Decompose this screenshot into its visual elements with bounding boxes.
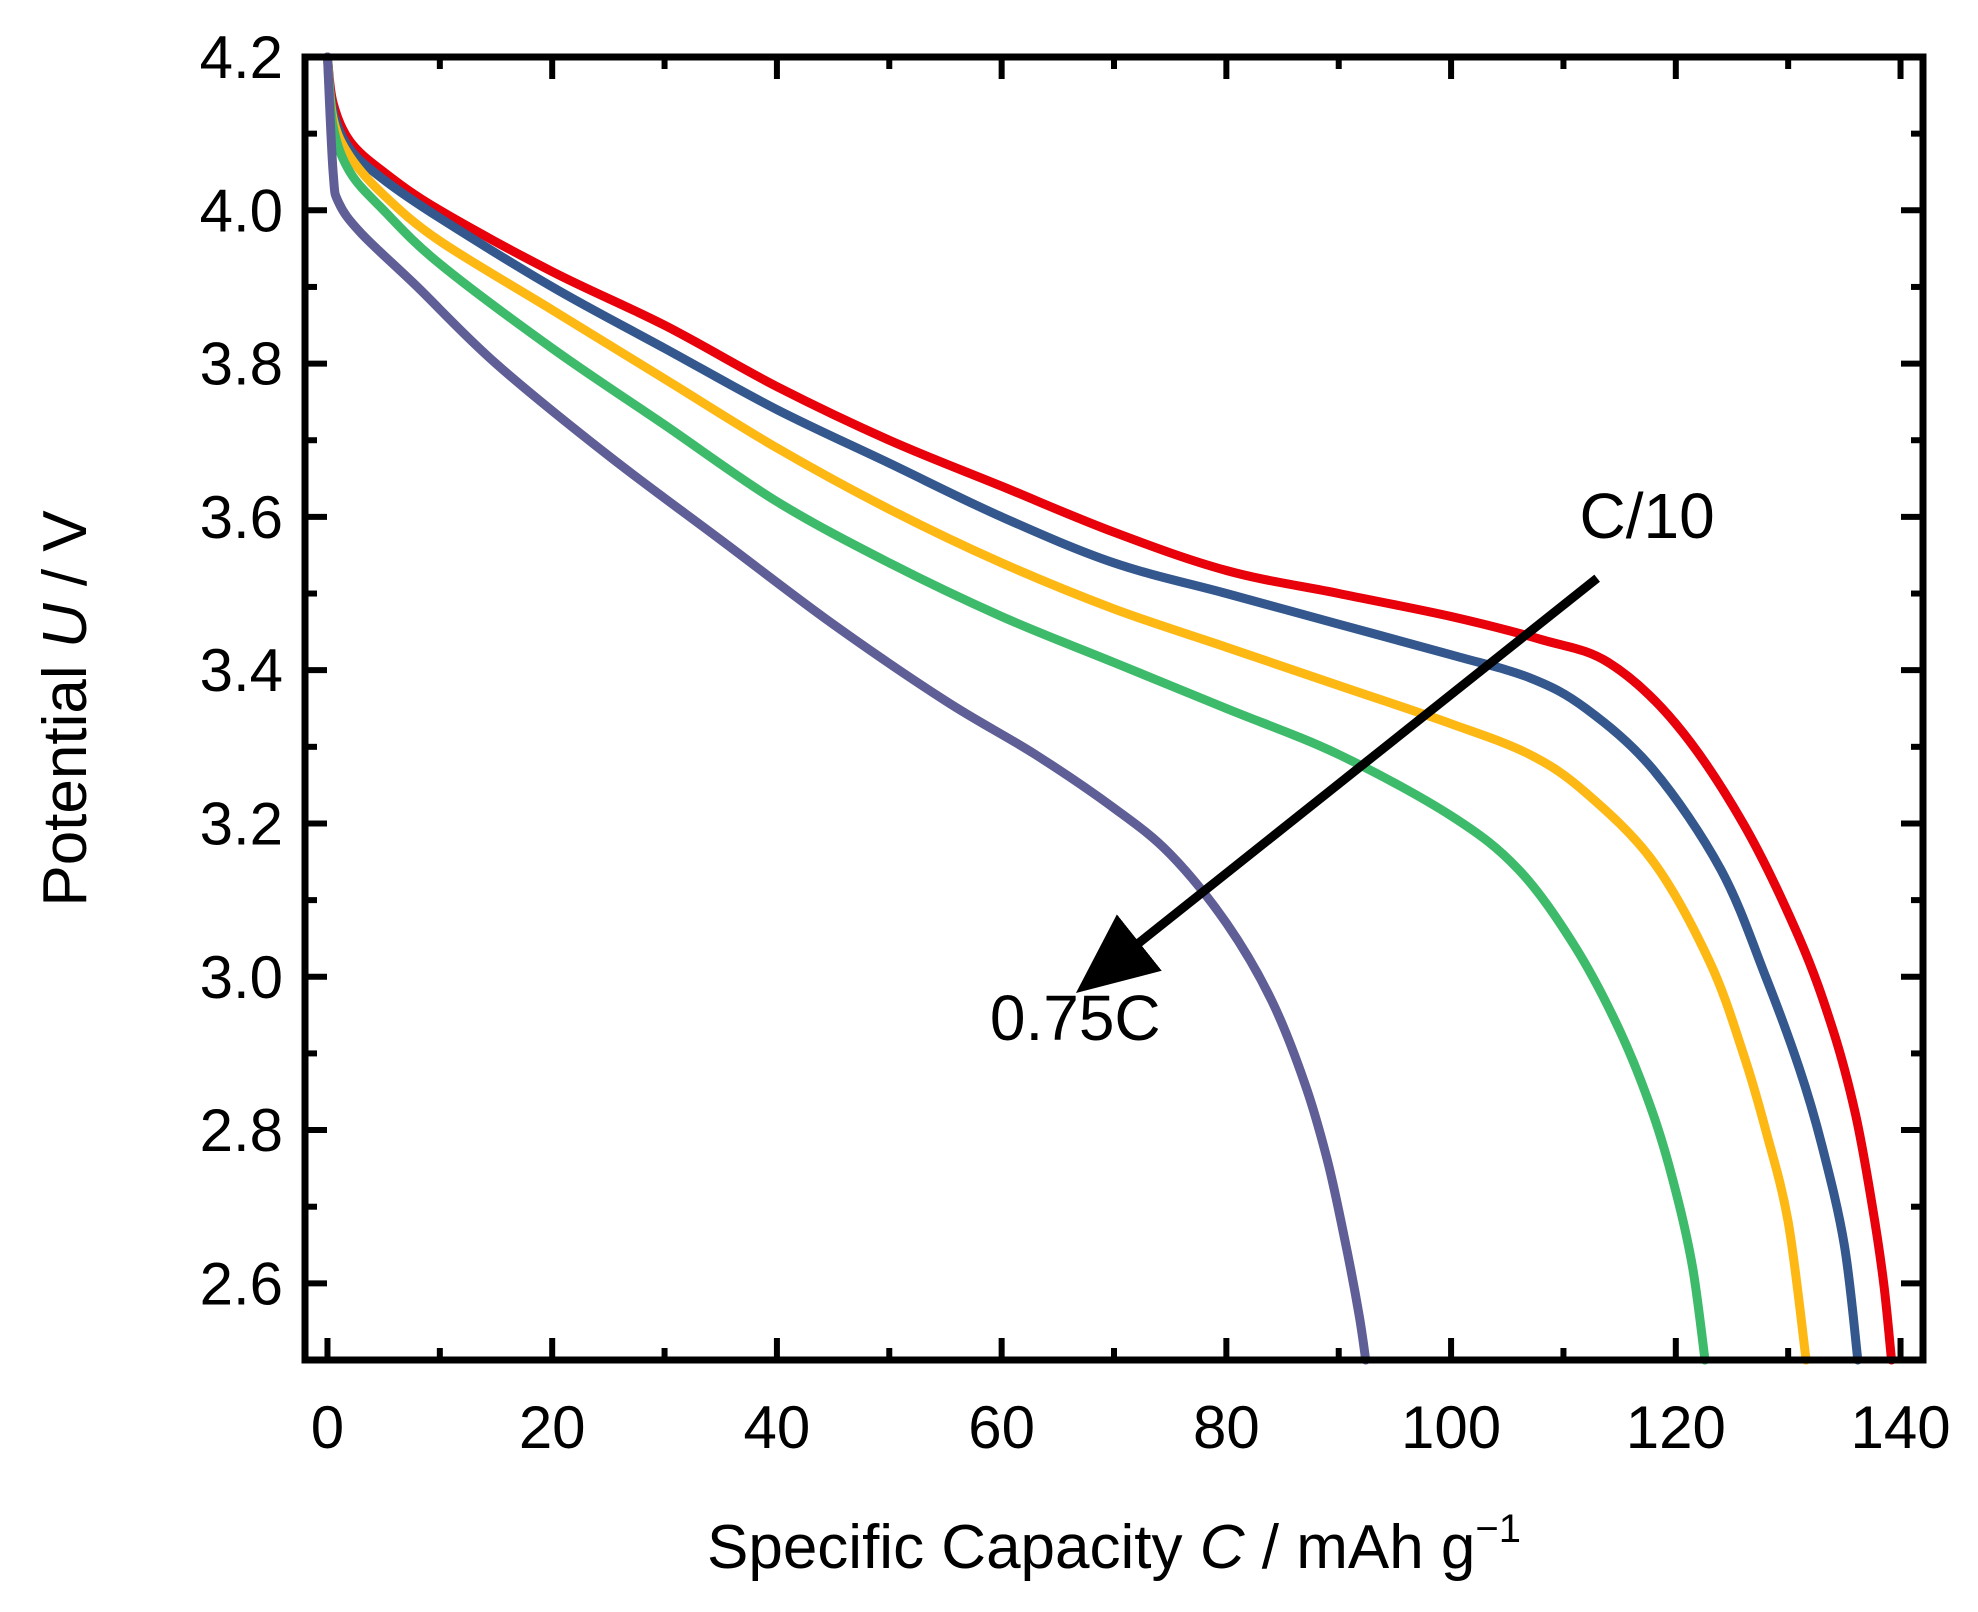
x-tick-label: 0 xyxy=(311,1394,344,1461)
plot-frame xyxy=(301,53,1927,1364)
y-tick-label: 3.6 xyxy=(200,484,283,551)
series-line-c-2 xyxy=(323,52,1710,1365)
x-tick-label: 20 xyxy=(519,1394,586,1461)
x-tick-labels: 0 20 40 60 80 100 120 140 xyxy=(311,1394,1951,1461)
series-line-c-3 xyxy=(323,52,1811,1365)
x-tick-label: 40 xyxy=(744,1394,811,1461)
y-axis-title-suffix: / V xyxy=(31,510,100,604)
y-tick-label: 3.8 xyxy=(200,331,283,398)
x-axis-title: Specific Capacity C / mAh g−1 xyxy=(707,1507,1521,1582)
y-tick-label: 3.2 xyxy=(200,790,283,857)
x-tick-label: 140 xyxy=(1850,1394,1950,1461)
x-axis-title-prefix: Specific Capacity xyxy=(707,1513,1200,1582)
series-line-c-5 xyxy=(323,52,1863,1365)
x-tick-label: 100 xyxy=(1401,1394,1501,1461)
y-axis-title-prefix: Potential xyxy=(31,648,100,907)
y-tick-label: 2.6 xyxy=(200,1250,283,1317)
x-axis-title-suffix: / mAh g xyxy=(1245,1513,1476,1582)
x-axis-title-var: C xyxy=(1200,1513,1246,1582)
series-lines xyxy=(323,52,1896,1365)
x-tick-label: 120 xyxy=(1626,1394,1726,1461)
series-line-c-10 xyxy=(323,52,1896,1365)
y-axis-title-var: U xyxy=(31,602,100,648)
tick-marks xyxy=(305,54,1923,1360)
annotation-075c: 0.75C xyxy=(990,982,1161,1054)
series-line-0-75c xyxy=(323,52,1371,1365)
y-tick-labels: 2.6 2.8 3.0 3.2 3.4 3.6 3.8 4.0 4.2 xyxy=(200,24,283,1317)
y-tick-label: 3.0 xyxy=(200,944,283,1011)
x-tick-label: 80 xyxy=(1193,1394,1260,1461)
y-tick-label: 3.4 xyxy=(200,637,283,704)
y-tick-label: 2.8 xyxy=(200,1097,283,1164)
x-tick-label: 60 xyxy=(968,1394,1035,1461)
annotation-c10: C/10 xyxy=(1580,480,1715,552)
y-tick-label: 4.2 xyxy=(200,24,283,91)
y-tick-label: 4.0 xyxy=(200,177,283,244)
rate-direction-arrow xyxy=(1075,574,1600,994)
x-axis-title-superscript: −1 xyxy=(1475,1507,1521,1551)
y-axis-title: Potential U / V xyxy=(31,510,100,907)
